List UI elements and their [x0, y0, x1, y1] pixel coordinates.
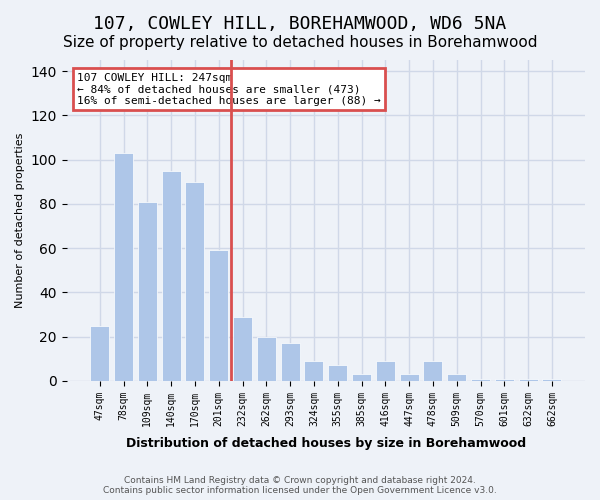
Bar [161, 170, 181, 381]
Bar [542, 378, 562, 381]
Bar [114, 153, 133, 381]
Bar [471, 378, 490, 381]
Bar [185, 182, 205, 381]
Bar [209, 250, 228, 381]
Bar [447, 374, 466, 381]
Bar [495, 378, 514, 381]
Bar [138, 202, 157, 381]
Text: Size of property relative to detached houses in Borehamwood: Size of property relative to detached ho… [63, 35, 537, 50]
Bar [328, 366, 347, 381]
Bar [424, 361, 442, 381]
Bar [281, 344, 299, 381]
Bar [518, 378, 538, 381]
X-axis label: Distribution of detached houses by size in Borehamwood: Distribution of detached houses by size … [126, 437, 526, 450]
Bar [90, 326, 109, 381]
Bar [376, 361, 395, 381]
Bar [400, 374, 419, 381]
Text: 107 COWLEY HILL: 247sqm
← 84% of detached houses are smaller (473)
16% of semi-d: 107 COWLEY HILL: 247sqm ← 84% of detache… [77, 73, 381, 106]
Bar [257, 336, 276, 381]
Y-axis label: Number of detached properties: Number of detached properties [15, 133, 25, 308]
Bar [304, 361, 323, 381]
Bar [352, 374, 371, 381]
Bar [233, 316, 252, 381]
Text: Contains HM Land Registry data © Crown copyright and database right 2024.
Contai: Contains HM Land Registry data © Crown c… [103, 476, 497, 495]
Text: 107, COWLEY HILL, BOREHAMWOOD, WD6 5NA: 107, COWLEY HILL, BOREHAMWOOD, WD6 5NA [94, 15, 506, 33]
